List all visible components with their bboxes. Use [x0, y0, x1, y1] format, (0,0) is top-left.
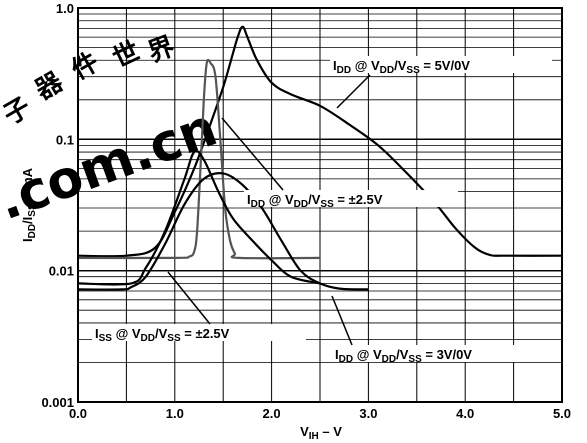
x-tick-label: 0.0	[69, 406, 87, 421]
x-tick-label: 2.0	[263, 406, 281, 421]
series-line-2: IDD @ VDD/VSS = ±2.5V	[77, 58, 321, 260]
y-tick-label: 0.001	[41, 395, 74, 410]
watermark-char: 件	[67, 47, 105, 86]
watermark-char: 子	[0, 92, 36, 131]
annotation-idd-3v0v: IDD @ VDD/VSS = 3V/0V	[331, 295, 532, 365]
y-tick-label: 1.0	[56, 1, 74, 16]
series-line-3: ISS @ VDD/VSS = ±2.5V	[77, 149, 321, 286]
y-tick-label: 0.01	[49, 264, 74, 279]
annotation-label: IDD @ VDD/VSS = 3V/0V	[335, 347, 472, 365]
annotations: IDD @ VDD/VSS = 5V/0V IDD @ VDD/VSS = ±2…	[92, 56, 552, 365]
annotation-leader	[221, 117, 284, 191]
annotation-idd-5v0v: IDD @ VDD/VSS = 5V/0V	[330, 56, 552, 109]
x-tick-label: 3.0	[359, 406, 377, 421]
series-line-1: IDD @ VDD/VSS = 5V/0V	[77, 25, 563, 258]
y-tick-label: 0.1	[56, 132, 74, 147]
annotation-leader	[167, 271, 211, 325]
annotation-bg	[332, 345, 532, 362]
annotation-label: IDD @ VDD/VSS = ±2.5V	[247, 192, 383, 210]
series-line-4: IDD @ VDD/VSS = 3V/0V	[77, 172, 369, 291]
annotation-bg	[244, 190, 458, 207]
annotation-label: ISS @ VDD/VSS = ±2.5V	[95, 326, 230, 344]
annotation-leader	[336, 74, 371, 109]
x-axis-label: VIH – V	[300, 424, 342, 442]
annotation-label: IDD @ VDD/VSS = 5V/0V	[333, 58, 470, 76]
annotation-leader	[331, 295, 353, 346]
y-axis-label: IDD/ISS – mA	[20, 167, 38, 242]
series-layer: IDD @ VDD/VSS = 5V/0V IDD @ VDD/VSS = ±2.…	[77, 25, 563, 291]
annotation-iss-pm2v5: ISS @ VDD/VSS = ±2.5V	[92, 271, 306, 344]
plot-frame	[77, 7, 563, 403]
x-tick-label: 1.0	[166, 406, 184, 421]
grid	[78, 7, 562, 403]
x-tick-label: 5.0	[553, 406, 571, 421]
annotation-idd-pm2v5: IDD @ VDD/VSS = ±2.5V	[221, 117, 458, 210]
annotation-bg	[330, 56, 552, 73]
x-tick-label: 4.0	[456, 406, 474, 421]
annotation-bg	[92, 324, 306, 341]
tick-labels: 0.0 1.0 2.0 3.0 4.0 5.0 0.001 0.01 0.1 1.0	[41, 1, 571, 421]
watermark-char: 器	[30, 67, 69, 107]
